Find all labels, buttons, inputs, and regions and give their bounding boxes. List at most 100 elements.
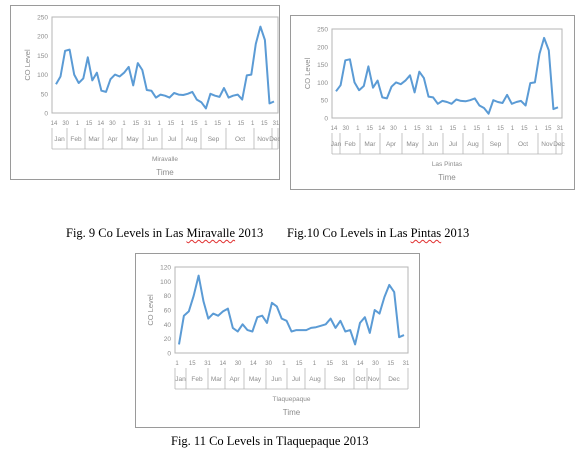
chart-miravalle: 0 50 100 150 200 250 CO Level 14 30 1 15 14 30 1 15 31 1… <box>10 5 280 180</box>
y-axis-title: CO Level <box>23 49 32 81</box>
x-month-label: Jun <box>428 141 439 148</box>
x-axis-title: Time <box>438 173 456 182</box>
x-day-label: 1 <box>76 121 80 127</box>
x-month-label: Jan <box>175 376 186 383</box>
caption-fig10-suffix: 2013 <box>441 226 470 240</box>
x-day-label: 1 <box>282 361 286 367</box>
chart-svg-2: 0 20 40 60 80 100 120 CO Level 1 15 31 14 30 14 30 1 15 1… <box>135 253 420 428</box>
caption-fig10-name: Pintas <box>410 226 442 240</box>
x-day-label: 14 <box>378 126 385 132</box>
y-tick-label: 50 <box>41 91 49 98</box>
x-month-label: May <box>249 376 262 383</box>
chart-tlaquepaque: 0 20 40 60 80 100 120 CO Level 1 15 31 14 30 14 30 1 15 1… <box>135 253 420 428</box>
chart-frame <box>135 253 420 428</box>
x-month-label: Dec <box>269 136 280 143</box>
x-month-label: May <box>406 141 419 148</box>
x-month-label: Oct <box>355 376 365 383</box>
x-day-label: 15 <box>238 121 245 127</box>
y-tick-label: 150 <box>37 53 48 60</box>
x-category-label: Tlaquepaque <box>273 396 311 403</box>
x-month-label: Aug <box>186 136 198 143</box>
series-line <box>335 36 559 115</box>
y-tick-label: 0 <box>324 116 328 123</box>
x-month-label: Jun <box>271 376 282 383</box>
x-month-label: Apr <box>229 376 240 383</box>
x-day-label: 14 <box>51 121 58 127</box>
x-month-label: Mar <box>364 141 376 148</box>
caption-fig10-prefix: Fig.10 Co Levels in Las <box>287 226 411 240</box>
y-tick-label: 60 <box>164 308 172 315</box>
x-day-label: 31 <box>273 121 280 127</box>
y-tick-label: 200 <box>317 44 328 51</box>
x-day-label: 15 <box>521 126 528 132</box>
x-month-label: Dec <box>553 141 565 148</box>
x-day-label: 1 <box>439 126 443 132</box>
x-day-label: 1 <box>251 121 255 127</box>
x-month-label: Aug <box>309 376 321 383</box>
x-day-label: 15 <box>450 126 457 132</box>
y-tick-label: 250 <box>317 27 328 34</box>
x-day-label: 14 <box>331 126 338 132</box>
x-day-label: 30 <box>62 121 69 127</box>
chart-svg-0: 0 50 100 150 200 250 CO Level 14 30 1 15 14 30 1 15 31 1… <box>10 5 280 180</box>
x-day-label: 1 <box>175 361 179 367</box>
x-day-label: 15 <box>191 121 198 127</box>
caption-fig9-suffix: 2013 <box>235 226 264 240</box>
x-month-label: Apr <box>107 136 118 143</box>
plot-area <box>331 28 563 119</box>
y-axis-title: CO Level <box>303 58 312 90</box>
caption-fig9-name: Miravalle <box>186 226 236 240</box>
x-day-label: 31 <box>204 361 211 367</box>
x-month-label: Sep <box>490 141 502 148</box>
plot-area <box>174 266 409 354</box>
x-day-label: 31 <box>557 126 564 132</box>
x-month-label: Jan <box>331 141 342 148</box>
chart-las-pintas: 0 50 100 150 200 250 CO Level 14 30 1 15 14 30 1 15 31 1… <box>290 15 575 190</box>
x-day-label: 15 <box>387 361 394 367</box>
x-day-label: 1 <box>228 121 232 127</box>
x-month-label: Feb <box>344 141 356 148</box>
x-day-label: 1 <box>157 121 161 127</box>
x-month-label: Apr <box>386 141 397 148</box>
x-month-label: Nov <box>541 141 553 148</box>
x-month-label: Sep <box>334 376 346 383</box>
y-tick-label: 0 <box>167 351 171 358</box>
x-month-label: Oct <box>235 136 245 143</box>
x-day-label: 31 <box>403 361 410 367</box>
caption-fig9-prefix: Fig. 9 Co Levels in Las <box>66 226 187 240</box>
y-tick-label: 0 <box>44 111 48 118</box>
x-day-label: 1 <box>487 126 491 132</box>
x-month-label: Jun <box>147 136 158 143</box>
x-month-label: Dec <box>388 376 400 383</box>
x-day-label: 30 <box>390 126 397 132</box>
caption-fig10: Fig.10 Co Levels in Las Pintas 2013 <box>287 226 469 241</box>
x-day-label: 14 <box>97 121 104 127</box>
x-day-label: 15 <box>167 121 174 127</box>
x-day-label: 15 <box>296 361 303 367</box>
caption-fig11: Fig. 11 Co Levels in Tlaquepaque 2013 <box>171 434 369 449</box>
plot-area <box>51 16 279 114</box>
x-day-label: 15 <box>366 126 373 132</box>
x-month-label: Jul <box>292 376 301 383</box>
chart-frame <box>290 15 575 190</box>
x-day-label: 15 <box>473 126 480 132</box>
x-month-label: Jan <box>54 136 65 143</box>
chart-frame <box>10 5 280 180</box>
x-month-label: Jul <box>168 136 177 143</box>
x-month-label: Nov <box>368 376 380 383</box>
y-axis-title: CO Level <box>146 294 155 326</box>
x-day-label: 30 <box>109 121 116 127</box>
series-line <box>178 274 405 346</box>
x-month-label: Jul <box>449 141 458 148</box>
x-day-label: 15 <box>414 126 421 132</box>
y-tick-label: 150 <box>317 62 328 69</box>
x-day-label: 14 <box>219 361 226 367</box>
x-month-label: Feb <box>191 376 203 383</box>
y-tick-label: 100 <box>317 80 328 87</box>
x-day-label: 31 <box>144 121 151 127</box>
x-day-label: 1 <box>535 126 539 132</box>
x-category-label: Las Pintas <box>432 161 463 168</box>
y-tick-label: 50 <box>321 98 329 105</box>
x-day-label: 15 <box>497 126 504 132</box>
x-day-label: 15 <box>214 121 221 127</box>
